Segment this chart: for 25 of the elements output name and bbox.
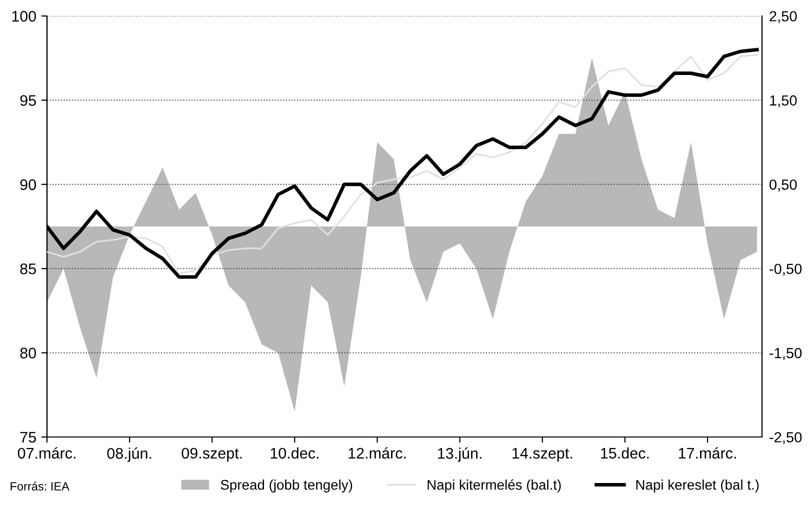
text: Forrás: IEA (10, 482, 70, 490)
y-tick-label: 80 (20, 348, 36, 358)
y2-tick-label: 1,50 (770, 95, 797, 108)
x-tick-label: 13.jún. (438, 447, 482, 462)
y-tick-label: 75 (20, 432, 36, 443)
y2-tick-label: -0,50 (770, 264, 802, 276)
x-tick-label: 14.szept. (512, 448, 572, 462)
y-tick-label: 85 (20, 263, 36, 274)
legend-label: Napi kitermelés (bal.t) (428, 479, 561, 492)
x-tick-label: 07.márc. (18, 447, 76, 459)
x-tick-label: 09.szept. (182, 448, 242, 462)
y-tick-label: 95 (20, 95, 36, 106)
x-tick-label: 08.jún. (107, 447, 152, 462)
y-tick-label: 100 (12, 10, 36, 22)
y2-tick-label: 2,50 (770, 11, 797, 24)
x-tick-label: 12.márc. (348, 447, 406, 459)
legend-label: Napi kereslet (bal t.) (636, 480, 759, 492)
y-tick-label: 90 (20, 179, 36, 190)
y2-tick-label: -1,50 (770, 348, 802, 360)
x-tick-label: 17.márc. (678, 447, 736, 459)
x-tick-label: 10.dec. (270, 447, 318, 459)
y2-tick-label: 0,50 (770, 180, 797, 192)
legend-label: Spread (jobb tengely) (220, 480, 352, 492)
x-tick-label: 15.dec. (601, 447, 649, 459)
y2-tick-label: -2,50 (770, 432, 802, 444)
